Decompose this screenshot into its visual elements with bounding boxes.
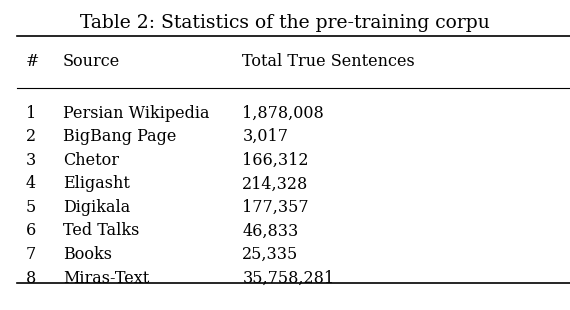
Text: 166,312: 166,312 bbox=[242, 152, 309, 169]
Text: 25,335: 25,335 bbox=[242, 246, 299, 263]
Text: Books: Books bbox=[63, 246, 112, 263]
Text: 3,017: 3,017 bbox=[242, 128, 288, 145]
Text: 214,328: 214,328 bbox=[242, 175, 308, 192]
Text: 8: 8 bbox=[26, 270, 36, 286]
Text: 2: 2 bbox=[26, 128, 36, 145]
Text: 177,357: 177,357 bbox=[242, 199, 309, 216]
Text: Eligasht: Eligasht bbox=[63, 175, 129, 192]
Text: Miras-Text: Miras-Text bbox=[63, 270, 149, 286]
Text: Total True Sentences: Total True Sentences bbox=[242, 54, 415, 70]
Text: 35,758,281: 35,758,281 bbox=[242, 270, 335, 286]
Text: 4: 4 bbox=[26, 175, 36, 192]
Text: 5: 5 bbox=[26, 199, 36, 216]
Text: Source: Source bbox=[63, 54, 120, 70]
Text: 3: 3 bbox=[26, 152, 36, 169]
Text: Ted Talks: Ted Talks bbox=[63, 223, 139, 239]
Text: 1,878,008: 1,878,008 bbox=[242, 105, 324, 122]
Text: Persian Wikipedia: Persian Wikipedia bbox=[63, 105, 209, 122]
Text: 46,833: 46,833 bbox=[242, 223, 299, 239]
Text: Table 2: Statistics of the pre-training corpu: Table 2: Statistics of the pre-training … bbox=[80, 14, 490, 32]
Text: Chetor: Chetor bbox=[63, 152, 119, 169]
Text: 7: 7 bbox=[26, 246, 36, 263]
Text: 1: 1 bbox=[26, 105, 36, 122]
Text: Digikala: Digikala bbox=[63, 199, 130, 216]
Text: BigBang Page: BigBang Page bbox=[63, 128, 176, 145]
Text: 6: 6 bbox=[26, 223, 36, 239]
Text: #: # bbox=[26, 54, 39, 70]
